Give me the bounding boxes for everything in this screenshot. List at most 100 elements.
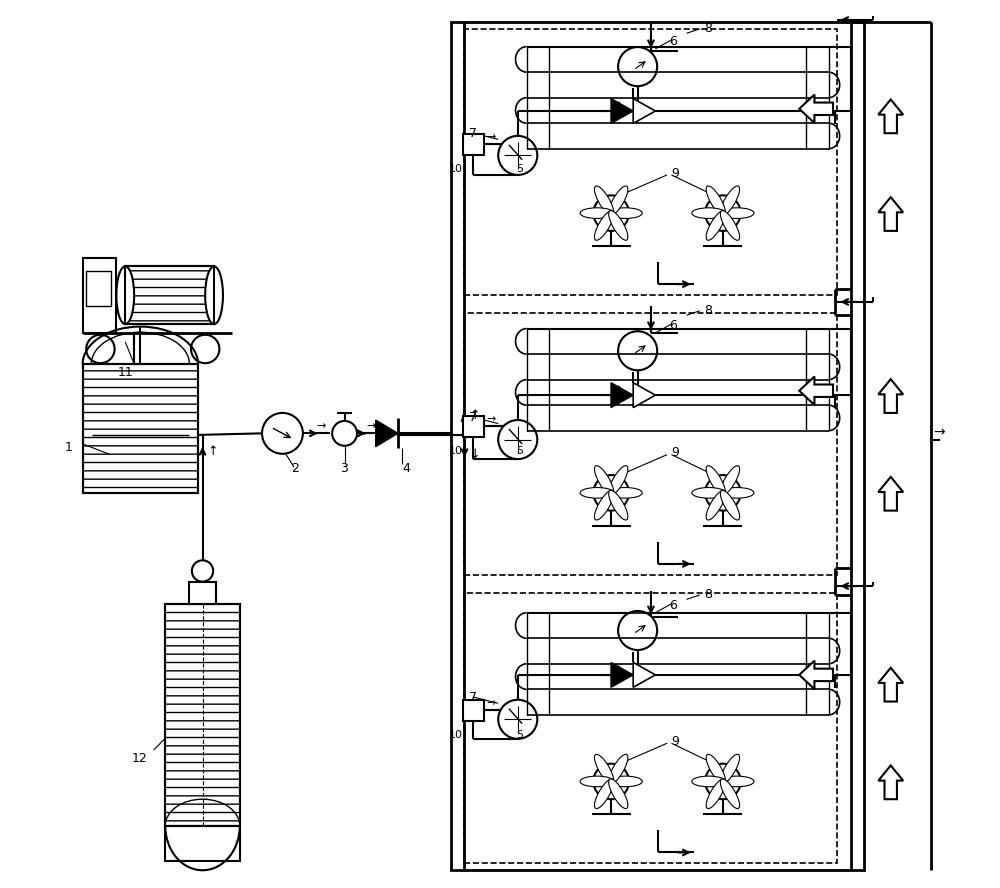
Text: 7: 7 <box>469 411 477 424</box>
Text: 6: 6 <box>669 320 677 332</box>
Circle shape <box>618 611 657 650</box>
Bar <box>463 700 484 721</box>
Ellipse shape <box>720 208 754 218</box>
Bar <box>451 22 864 870</box>
Text: →: → <box>316 421 326 432</box>
Ellipse shape <box>116 266 134 324</box>
Circle shape <box>262 413 303 454</box>
Ellipse shape <box>720 776 754 787</box>
Ellipse shape <box>720 488 754 498</box>
Text: →: → <box>611 99 620 109</box>
Text: 8: 8 <box>704 589 712 601</box>
Ellipse shape <box>692 488 726 498</box>
Text: ↑: ↑ <box>207 445 217 457</box>
Text: ↓: ↓ <box>470 448 480 461</box>
Text: 7: 7 <box>469 691 477 703</box>
Circle shape <box>705 195 741 231</box>
Text: 8: 8 <box>704 22 712 36</box>
Text: →: → <box>487 132 496 142</box>
Ellipse shape <box>706 465 725 496</box>
Ellipse shape <box>609 754 628 784</box>
Ellipse shape <box>594 754 614 784</box>
Text: 8: 8 <box>704 305 712 317</box>
Text: →: → <box>611 383 620 393</box>
Polygon shape <box>376 420 398 447</box>
Text: 6: 6 <box>669 599 677 612</box>
Ellipse shape <box>720 210 740 241</box>
Circle shape <box>192 560 213 582</box>
Ellipse shape <box>720 779 740 809</box>
Ellipse shape <box>720 754 740 784</box>
Bar <box>83 364 198 493</box>
Polygon shape <box>633 99 655 123</box>
Text: →: → <box>367 421 376 432</box>
Bar <box>464 593 837 863</box>
Polygon shape <box>878 379 903 413</box>
Polygon shape <box>878 197 903 231</box>
Circle shape <box>86 335 115 363</box>
Ellipse shape <box>706 186 725 216</box>
Circle shape <box>191 335 219 363</box>
Ellipse shape <box>720 465 740 496</box>
Text: 10: 10 <box>448 164 462 174</box>
Polygon shape <box>799 661 833 689</box>
Polygon shape <box>633 383 655 408</box>
Circle shape <box>618 331 657 370</box>
Circle shape <box>705 475 741 511</box>
Circle shape <box>593 195 629 231</box>
Polygon shape <box>878 99 903 133</box>
Text: ↑: ↑ <box>470 409 480 422</box>
Ellipse shape <box>706 210 725 241</box>
Text: 9: 9 <box>671 735 679 748</box>
Polygon shape <box>878 477 903 511</box>
Circle shape <box>593 475 629 511</box>
Bar <box>83 258 116 333</box>
Text: 4: 4 <box>402 463 410 475</box>
Text: →: → <box>933 425 945 440</box>
Text: 5: 5 <box>516 446 523 456</box>
Ellipse shape <box>706 754 725 784</box>
Ellipse shape <box>720 186 740 216</box>
Ellipse shape <box>609 490 628 520</box>
Polygon shape <box>878 668 903 702</box>
Circle shape <box>705 764 741 799</box>
Circle shape <box>498 136 537 175</box>
Text: →: → <box>487 414 496 424</box>
Text: 3: 3 <box>340 463 348 475</box>
Polygon shape <box>611 99 633 123</box>
Text: 6: 6 <box>669 36 677 48</box>
Text: 5: 5 <box>516 730 523 741</box>
Bar <box>463 416 484 437</box>
Circle shape <box>498 700 537 739</box>
Ellipse shape <box>609 208 642 218</box>
Ellipse shape <box>609 186 628 216</box>
Text: 10: 10 <box>448 446 462 456</box>
Ellipse shape <box>594 779 614 809</box>
Bar <box>125 266 214 324</box>
Ellipse shape <box>205 266 223 324</box>
Bar <box>464 29 837 295</box>
Bar <box>464 313 837 575</box>
Bar <box>86 271 111 306</box>
Polygon shape <box>799 377 833 405</box>
Ellipse shape <box>580 488 614 498</box>
Polygon shape <box>633 662 655 687</box>
Text: 5: 5 <box>516 164 523 174</box>
Ellipse shape <box>706 779 725 809</box>
Text: 2: 2 <box>291 463 299 475</box>
Ellipse shape <box>580 208 614 218</box>
Ellipse shape <box>692 776 726 787</box>
Ellipse shape <box>594 210 614 241</box>
Text: 9: 9 <box>671 167 679 179</box>
Polygon shape <box>611 662 633 687</box>
Ellipse shape <box>706 490 725 520</box>
Polygon shape <box>878 765 903 799</box>
Ellipse shape <box>594 465 614 496</box>
Circle shape <box>332 421 357 446</box>
Text: 10: 10 <box>448 730 462 741</box>
Text: 7: 7 <box>469 127 477 139</box>
Bar <box>83 364 198 493</box>
Circle shape <box>498 420 537 459</box>
Polygon shape <box>799 95 833 123</box>
Text: 1: 1 <box>65 441 73 455</box>
